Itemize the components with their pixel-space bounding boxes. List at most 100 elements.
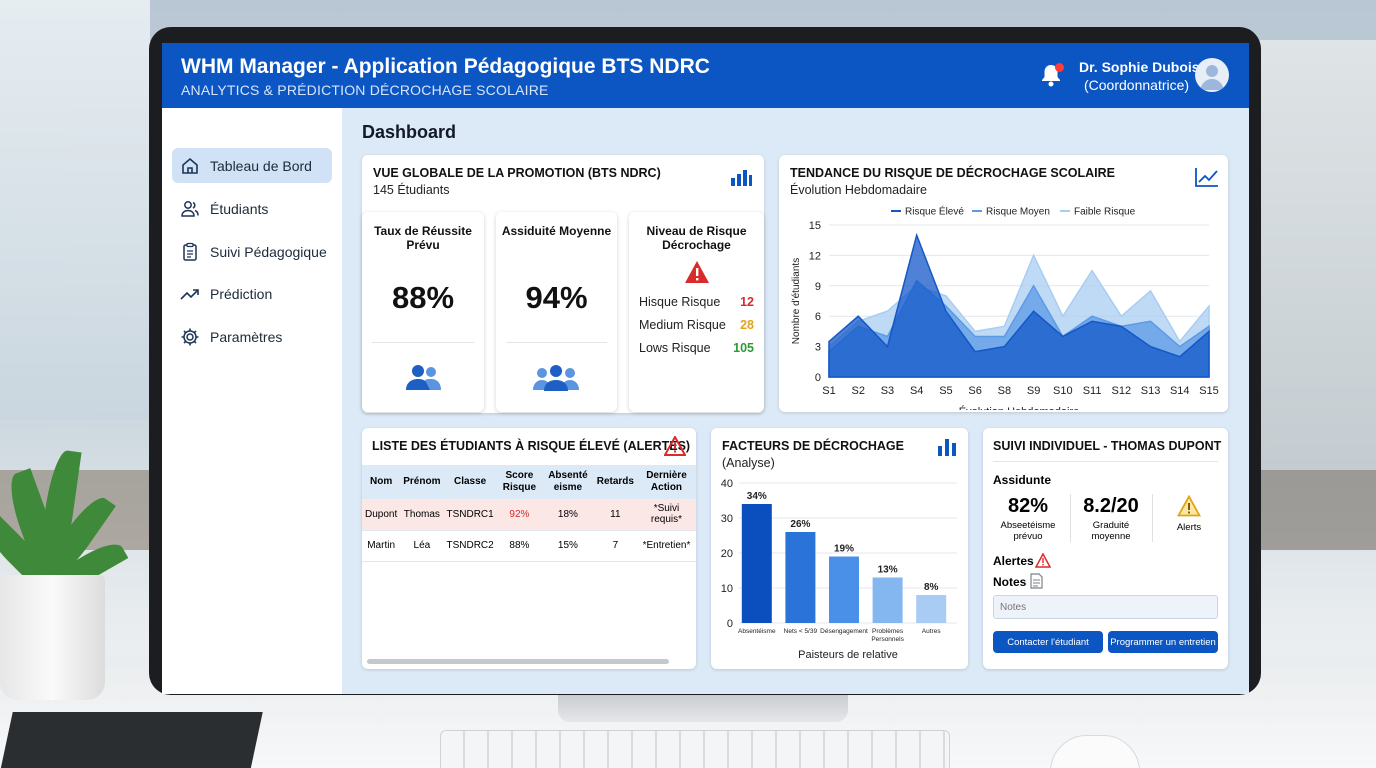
- table-cell: 11: [593, 499, 637, 531]
- column-header[interactable]: Dernière Action: [636, 465, 696, 499]
- stat-label: Graduité moyenne: [1091, 520, 1131, 542]
- sidebar-item-etudiants[interactable]: Étudiants: [172, 191, 332, 226]
- table-cell: *Entretien*: [636, 530, 696, 562]
- x-tick-label: Désengagement: [820, 628, 868, 635]
- x-tick-label: Problèmes: [872, 628, 904, 635]
- notification-dot: [1055, 63, 1064, 72]
- sidebar-item-label: Suivi Pédagogique: [210, 243, 327, 260]
- x-tick-label: S2: [851, 385, 864, 397]
- y-tick-label: 20: [721, 548, 733, 560]
- bar-chart-icon: [731, 170, 752, 186]
- risk-row-medium: Medium Risque 28: [639, 318, 754, 332]
- contact-student-button[interactable]: Contacter l'étudiant: [993, 631, 1103, 653]
- x-tick-label: Autres: [922, 628, 942, 635]
- kpi-label: Taux de Réussite Prévu: [374, 224, 472, 252]
- sidebar-item-tableau-de-bord[interactable]: Tableau de Bord: [172, 148, 332, 183]
- y-tick-label: 10: [721, 583, 733, 595]
- overview-card: VUE GLOBALE DE LA PROMOTION (BTS NDRC) 1…: [362, 155, 764, 413]
- notes-field[interactable]: [993, 595, 1218, 619]
- table-cell: Dupont: [362, 499, 401, 531]
- table-cell: Martin: [362, 530, 401, 562]
- sidebar-item-label: Étudiants: [210, 200, 269, 217]
- x-tick-label: S1: [822, 385, 835, 397]
- y-tick-label: 6: [815, 311, 821, 323]
- background-window: [0, 0, 150, 420]
- stat-label: Abseetéisme prévuo: [1000, 520, 1056, 542]
- gear-icon: [181, 328, 199, 345]
- bar: [785, 532, 816, 623]
- x-tick-label: S11: [1083, 385, 1102, 397]
- y-tick-label: 30: [721, 513, 733, 525]
- plant-pot: [0, 575, 105, 700]
- bar-value-label: 8%: [924, 582, 939, 593]
- stat-value: 8.2/20: [1083, 495, 1139, 517]
- y-tick-label: 15: [809, 220, 821, 232]
- factors-title: FACTEURS DE DÉCROCHAGE: [722, 439, 904, 453]
- individual-title: SUIVI INDIVIDUEL - THOMAS DUPONT: [993, 439, 1222, 453]
- x-tick-label: S14: [1170, 385, 1190, 397]
- sidebar: Tableau de Bord Étudiants Suivi Pédagogi…: [162, 108, 342, 694]
- notebook: [0, 712, 263, 768]
- kpi-risk-level: Niveau de Risque Décrochage Hisque Risqu…: [629, 212, 764, 412]
- sidebar-item-parametres[interactable]: Paramètres: [172, 319, 332, 354]
- column-header[interactable]: Nom: [362, 465, 401, 499]
- x-tick-label: Nets < 5/39: [784, 628, 818, 635]
- trend-chart: 0 3 6 9 12 15 S1 S2 S3 S4 S5 S6 S8 S9 S10 S11 S12 S13 S14 S…: [791, 205, 1219, 411]
- schedule-interview-button[interactable]: Programmer un entretien: [1108, 631, 1218, 653]
- y-tick-label: 40: [721, 478, 733, 490]
- bar: [916, 595, 947, 623]
- alerts-title: LISTE DES ÉTUDIANTS À RISQUE ÉLEVÉ (ALER…: [372, 439, 691, 453]
- bar: [741, 504, 772, 623]
- keyboard: [440, 730, 950, 768]
- users-icon: [181, 200, 199, 217]
- x-tick-label: S13: [1141, 385, 1161, 397]
- risk-value: 105: [733, 341, 754, 355]
- column-header[interactable]: Absenté eisme: [542, 465, 594, 499]
- table-cell: 7: [593, 530, 637, 562]
- risk-label: Hisque Risque: [639, 295, 721, 309]
- horizontal-scrollbar[interactable]: [367, 659, 669, 664]
- kpi-value: 88%: [391, 280, 455, 315]
- table-cell: TSNDRC1: [443, 499, 497, 531]
- x-tick-label: S8: [998, 385, 1011, 397]
- user-name[interactable]: Dr. Sophie Dubois: [1079, 59, 1200, 75]
- kpi-label: Assiduité Moyenne: [501, 224, 612, 238]
- factors-subtitle: (Analyse): [722, 456, 775, 470]
- avatar[interactable]: [1195, 58, 1229, 92]
- app-screen: WHM Manager - Application Pédagogique BT…: [162, 43, 1249, 694]
- stat-alerts: Alerts: [1159, 494, 1219, 533]
- sidebar-item-suivi-pedagogique[interactable]: Suivi Pédagogique: [172, 234, 332, 269]
- user-role: (Coordonnatrice): [1084, 77, 1190, 93]
- clipboard-icon: [183, 242, 197, 261]
- column-header[interactable]: Score Risque: [496, 465, 543, 499]
- column-header[interactable]: Prénom: [400, 465, 444, 499]
- x-tick-label: S10: [1053, 385, 1073, 397]
- x-axis-label: Paisteurs de relative: [798, 649, 898, 661]
- risk-row-low: Lows Risque 105: [639, 341, 754, 355]
- table-row[interactable]: Dupont Thomas TSNDRC1 92% 18% 11 *Suivi …: [362, 499, 696, 531]
- x-tick-label: S4: [910, 385, 923, 397]
- table-cell: Thomas: [400, 499, 444, 531]
- kpi-value: 94%: [525, 280, 588, 315]
- trend-icon: [180, 288, 199, 300]
- column-header[interactable]: Classe: [443, 465, 497, 499]
- table-header-row: Nom Prénom Classe Score Risque Absenté e…: [362, 465, 696, 499]
- table-cell: 92%: [496, 499, 543, 531]
- table-row[interactable]: Martin Léa TSNDRC2 88% 15% 7 *Entretien*: [362, 530, 696, 562]
- x-tick-label: S6: [968, 385, 981, 397]
- top-bar: WHM Manager - Application Pédagogique BT…: [162, 43, 1249, 108]
- app-subtitle: ANALYTICS & PRÉDICTION DÉCROCHAGE SCOLAI…: [181, 82, 549, 98]
- y-axis-label: Nombre d'étudiants: [791, 258, 802, 344]
- bar: [872, 577, 903, 623]
- page-title: Dashboard: [362, 122, 457, 142]
- bar: [829, 556, 859, 623]
- column-header[interactable]: Retards: [593, 465, 637, 499]
- kpi-label: Niveau de Risque Décrochage: [646, 224, 747, 252]
- background-wall: [1246, 40, 1376, 470]
- factors-chart: 0 10 20 30 40 34% Absentéisme 26% Nets < 5/39 19%…: [721, 478, 957, 661]
- y-tick-label: 0: [727, 618, 733, 630]
- risk-label: Medium Risque: [639, 318, 726, 332]
- sidebar-item-prediction[interactable]: Prédiction: [172, 276, 332, 311]
- monitor-stand: [558, 690, 848, 722]
- x-tick-label: Personnels: [871, 636, 904, 643]
